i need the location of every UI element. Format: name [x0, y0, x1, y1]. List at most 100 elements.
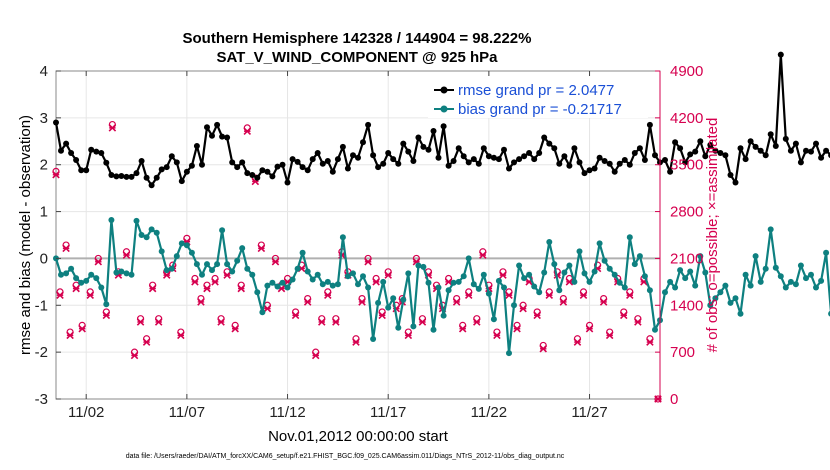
obs-assimilated-marker — [94, 258, 103, 266]
bias-point — [113, 269, 120, 276]
obs-assimilated-marker — [352, 338, 360, 346]
bias-point — [470, 281, 477, 288]
rmse-point — [722, 152, 729, 159]
obs-assimilated-marker — [102, 311, 111, 320]
rmse-point — [480, 145, 487, 152]
bias-point — [254, 289, 261, 296]
rmse-point — [511, 159, 517, 166]
obs-assimilated-marker — [473, 318, 481, 326]
bias-point — [395, 324, 402, 331]
rmse-point — [158, 166, 165, 173]
rmse-point — [128, 173, 135, 180]
bias-point — [415, 262, 422, 269]
bias-point — [762, 265, 769, 272]
rmse-point — [274, 163, 281, 170]
rmse-point — [199, 161, 205, 168]
bias-point — [541, 269, 548, 276]
rmse-point — [516, 156, 523, 163]
y-tick-label: -2 — [35, 344, 48, 361]
obs-assimilated-marker — [384, 271, 392, 279]
bias-point — [546, 239, 553, 245]
obs-assimilated-marker — [142, 338, 151, 346]
obs-assimilated-marker — [52, 170, 60, 179]
obs-assimilated-marker — [539, 345, 547, 353]
rmse-point — [606, 160, 613, 167]
obs-assimilated-marker — [619, 311, 628, 320]
rmse-point — [163, 164, 170, 171]
obs-assimilated-marker — [317, 318, 326, 326]
rmse-point — [138, 158, 145, 164]
obs-assimilated-marker — [533, 311, 541, 320]
obs-assimilated-marker — [257, 244, 266, 253]
bias-point — [566, 262, 573, 269]
bias-point — [188, 249, 195, 256]
bias-point — [259, 309, 266, 316]
bias-point — [183, 242, 190, 249]
y-right-tick-label: 700 — [670, 344, 695, 361]
obs-assimilated-marker — [324, 291, 332, 300]
obs-assimilated-marker — [130, 351, 139, 360]
obs-count-markers — [52, 120, 662, 403]
rmse-point — [344, 165, 351, 172]
rmse-point — [415, 134, 422, 141]
bias-point — [108, 217, 115, 223]
rmse-point — [78, 167, 85, 174]
obs-assimilated-marker — [78, 324, 86, 333]
rmse-point — [370, 152, 377, 159]
bias-point — [692, 282, 699, 289]
rmse-point — [495, 156, 502, 163]
obs-assimilated-marker — [191, 278, 199, 286]
rmse-point — [435, 154, 442, 161]
bias-point — [591, 268, 598, 275]
bias-point — [239, 245, 246, 252]
obs-assimilated-marker — [599, 298, 608, 306]
bias-point — [410, 323, 417, 330]
obs-assimilated-marker — [271, 258, 280, 266]
bias-point — [219, 227, 226, 234]
bias-point — [501, 284, 507, 291]
rmse-point — [73, 157, 80, 163]
obs-assimilated-marker — [579, 291, 588, 300]
y-right-tick-label: 1400 — [670, 297, 703, 314]
obs-assimilated-marker — [378, 311, 386, 320]
obs-assimilated-marker — [505, 291, 513, 300]
bias-point — [581, 270, 588, 277]
bias-point — [193, 261, 200, 268]
bias-point — [88, 271, 95, 278]
rmse-point — [455, 145, 462, 152]
bias-point — [168, 265, 175, 272]
bias-point — [209, 267, 215, 274]
rmse-point — [224, 134, 231, 141]
obs-assimilated-marker — [332, 318, 340, 326]
bias-point — [93, 275, 100, 282]
bias-point — [455, 278, 462, 285]
legend-rmse-label: rmse grand pr = 2.0477 — [458, 82, 614, 99]
bias-point — [722, 282, 729, 289]
bias-point — [118, 268, 125, 275]
bias-point — [662, 289, 668, 296]
bias-point — [224, 261, 231, 268]
footer-data-file: data file: /Users/raeder/DAI/ATM_forcXX/… — [126, 453, 565, 460]
rmse-point — [209, 132, 215, 139]
rmse-point — [641, 157, 648, 163]
obs-assimilated-marker — [418, 318, 427, 326]
bias-point — [757, 278, 764, 285]
obs-assimilated-marker — [303, 298, 312, 306]
obs-assimilated-marker — [458, 324, 467, 333]
obs-assimilated-marker — [444, 278, 453, 286]
rmse-point — [561, 153, 568, 160]
bias-point — [601, 257, 608, 264]
obs-assimilated-marker — [372, 278, 380, 286]
bias-point — [536, 289, 543, 296]
bias-point — [78, 279, 85, 286]
legend-bias-label: bias grand pr = -0.21717 — [458, 101, 622, 118]
rmse-point — [576, 159, 583, 166]
obs-assimilated-marker — [479, 251, 487, 259]
rmse-point — [707, 142, 714, 148]
bias-point — [687, 268, 694, 275]
bias-point — [430, 326, 437, 333]
rmse-point — [83, 167, 90, 174]
rmse-point — [762, 152, 769, 159]
rmse-point — [501, 146, 507, 153]
bias-point — [475, 285, 482, 292]
